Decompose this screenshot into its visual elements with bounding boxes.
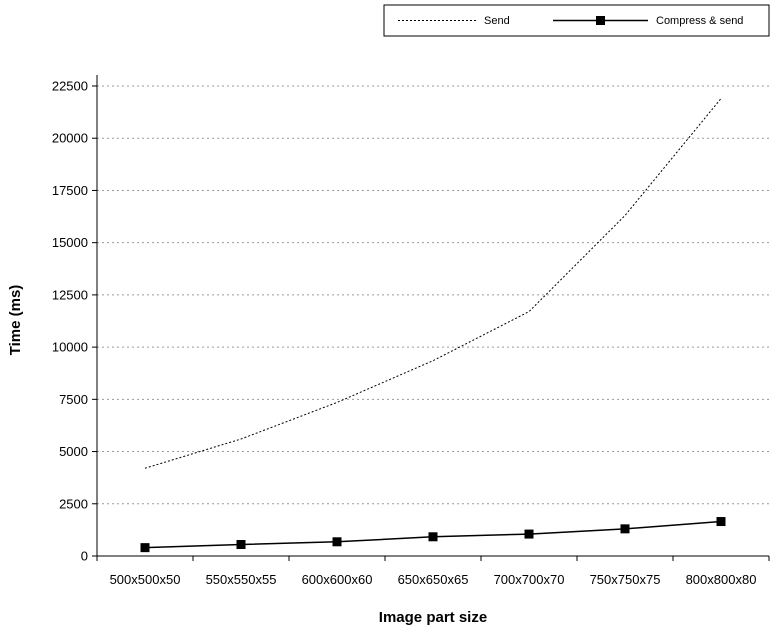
gridlines [97,85,769,505]
series-point [428,532,438,542]
y-tick-label: 22500 [52,79,88,94]
y-axis-title: Time (ms) [7,285,24,356]
y-tick-label: 12500 [52,287,88,302]
y-tick-label: 15000 [52,235,88,250]
series-line-0 [144,98,722,469]
y-tick-label: 10000 [52,340,88,355]
x-tick-label: 800x800x80 [686,572,757,587]
x-axis-title: Image part size [379,609,487,626]
x-tick-label: 750x750x75 [590,572,661,587]
x-ticks: 500x500x50 550x550x55 600x600x60 650x650x65… [96,556,770,587]
series-point [620,524,630,534]
y-tick-label: 5000 [59,444,88,459]
legend: Send Compress & send [383,4,770,37]
x-tick-label: 550x550x55 [206,572,277,587]
y-tick-label: 2500 [59,496,88,511]
series [140,98,726,553]
x-tick-label: 700x700x70 [494,572,565,587]
series-point [140,543,150,553]
y-tick-label: 7500 [59,392,88,407]
series-point [716,517,726,527]
series-point [332,537,342,547]
legend-compress-label: Compress & send [656,15,743,27]
x-tick-label: 600x600x60 [302,572,373,587]
y-ticks: 0 2500 5000 7500 10000 12500 15000 17500 20000 22… [52,79,97,564]
y-tick-label: 20000 [52,131,88,146]
legend-send-label: Send [484,15,510,27]
series-point [236,540,246,550]
x-tick-label: 500x500x50 [110,572,181,587]
axes [96,75,769,557]
series-point [524,529,534,539]
legend-compress-marker [596,16,605,25]
y-tick-label: 0 [81,549,88,564]
y-tick-label: 17500 [52,183,88,198]
x-tick-label: 650x650x65 [398,572,469,587]
